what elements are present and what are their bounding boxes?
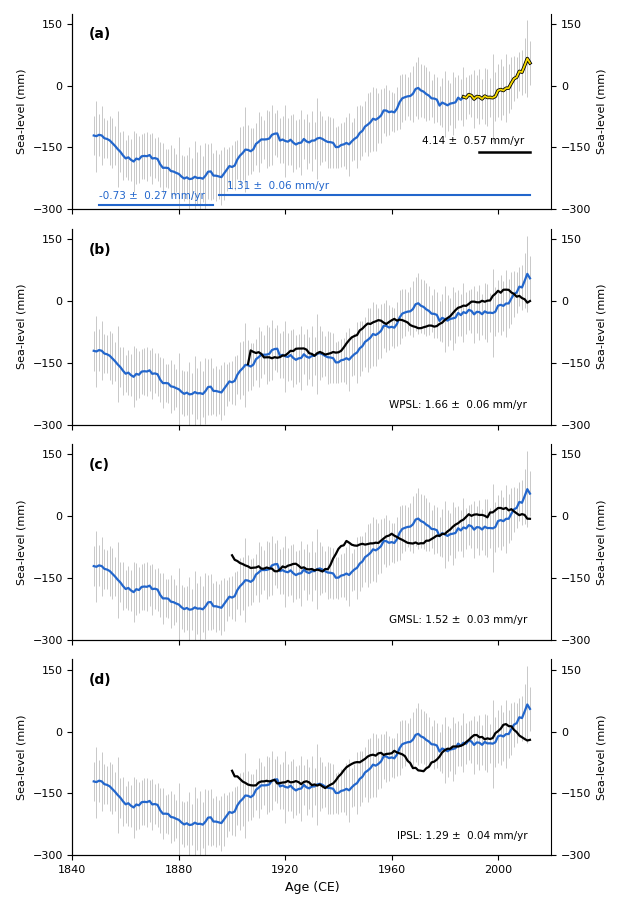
Y-axis label: Sea-level (mm): Sea-level (mm)	[17, 500, 27, 585]
Y-axis label: Sea-level (mm): Sea-level (mm)	[597, 69, 607, 154]
Text: 1.31 ±  0.06 mm/yr: 1.31 ± 0.06 mm/yr	[227, 181, 329, 191]
Text: IPSL: 1.29 ±  0.04 mm/yr: IPSL: 1.29 ± 0.04 mm/yr	[397, 831, 527, 841]
Y-axis label: Sea-level (mm): Sea-level (mm)	[17, 69, 27, 154]
Y-axis label: Sea-level (mm): Sea-level (mm)	[597, 715, 607, 800]
Text: -0.73 ±  0.27 mm/yr: -0.73 ± 0.27 mm/yr	[99, 191, 205, 201]
Text: (b): (b)	[89, 243, 112, 257]
Y-axis label: Sea-level (mm): Sea-level (mm)	[17, 715, 27, 800]
Text: (c): (c)	[89, 458, 110, 472]
Text: (a): (a)	[89, 27, 112, 42]
Y-axis label: Sea-level (mm): Sea-level (mm)	[17, 284, 27, 369]
Text: WPSL: 1.66 ±  0.06 mm/yr: WPSL: 1.66 ± 0.06 mm/yr	[389, 400, 527, 410]
Text: 4.14 ±  0.57 mm/yr: 4.14 ± 0.57 mm/yr	[422, 137, 525, 147]
X-axis label: Age (CE): Age (CE)	[285, 881, 339, 893]
Text: (d): (d)	[89, 673, 112, 687]
Y-axis label: Sea-level (mm): Sea-level (mm)	[597, 500, 607, 585]
Text: GMSL: 1.52 ±  0.03 mm/yr: GMSL: 1.52 ± 0.03 mm/yr	[389, 615, 527, 625]
Y-axis label: Sea-level (mm): Sea-level (mm)	[597, 284, 607, 369]
